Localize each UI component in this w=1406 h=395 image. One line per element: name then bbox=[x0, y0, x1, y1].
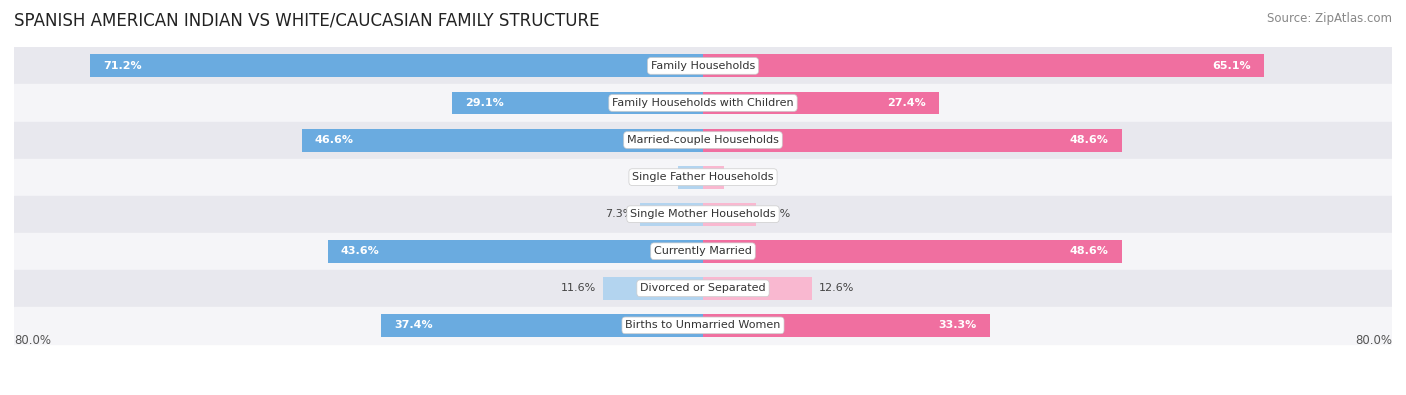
Text: Births to Unmarried Women: Births to Unmarried Women bbox=[626, 320, 780, 330]
Text: 71.2%: 71.2% bbox=[103, 61, 142, 71]
Text: 48.6%: 48.6% bbox=[1070, 246, 1108, 256]
Text: Divorced or Separated: Divorced or Separated bbox=[640, 283, 766, 293]
Bar bbox=[703, 314, 990, 337]
Text: Source: ZipAtlas.com: Source: ZipAtlas.com bbox=[1267, 12, 1392, 25]
Bar bbox=[14, 196, 1392, 233]
Bar bbox=[14, 47, 1392, 85]
Bar bbox=[603, 277, 703, 300]
Bar bbox=[703, 92, 939, 115]
Text: 11.6%: 11.6% bbox=[561, 283, 596, 293]
Bar bbox=[14, 270, 1392, 307]
Text: 80.0%: 80.0% bbox=[1355, 334, 1392, 347]
Text: 48.6%: 48.6% bbox=[1070, 135, 1108, 145]
Text: Married-couple Households: Married-couple Households bbox=[627, 135, 779, 145]
Bar bbox=[14, 122, 1392, 158]
Text: 6.1%: 6.1% bbox=[762, 209, 790, 219]
Text: 80.0%: 80.0% bbox=[14, 334, 51, 347]
Text: 27.4%: 27.4% bbox=[887, 98, 927, 108]
Text: Family Households with Children: Family Households with Children bbox=[612, 98, 794, 108]
Text: 2.9%: 2.9% bbox=[643, 172, 671, 182]
Text: 12.6%: 12.6% bbox=[818, 283, 853, 293]
Bar bbox=[14, 158, 1392, 196]
Bar bbox=[703, 240, 1122, 263]
Bar bbox=[703, 277, 811, 300]
Bar bbox=[14, 307, 1392, 344]
Text: 37.4%: 37.4% bbox=[394, 320, 433, 330]
Text: 65.1%: 65.1% bbox=[1212, 61, 1251, 71]
Text: 29.1%: 29.1% bbox=[465, 98, 505, 108]
Text: 46.6%: 46.6% bbox=[315, 135, 354, 145]
Text: 33.3%: 33.3% bbox=[939, 320, 977, 330]
Text: 43.6%: 43.6% bbox=[340, 246, 380, 256]
Text: 2.4%: 2.4% bbox=[731, 172, 759, 182]
Bar bbox=[640, 203, 703, 226]
Bar bbox=[703, 203, 755, 226]
Bar bbox=[381, 314, 703, 337]
Bar bbox=[453, 92, 703, 115]
Bar bbox=[703, 128, 1122, 152]
Text: Single Father Households: Single Father Households bbox=[633, 172, 773, 182]
Text: Single Mother Households: Single Mother Households bbox=[630, 209, 776, 219]
Bar bbox=[703, 55, 1264, 77]
Text: Family Households: Family Households bbox=[651, 61, 755, 71]
Bar bbox=[703, 166, 724, 188]
Text: SPANISH AMERICAN INDIAN VS WHITE/CAUCASIAN FAMILY STRUCTURE: SPANISH AMERICAN INDIAN VS WHITE/CAUCASI… bbox=[14, 12, 599, 30]
Bar bbox=[14, 233, 1392, 270]
Bar bbox=[678, 166, 703, 188]
Bar bbox=[302, 128, 703, 152]
Bar bbox=[90, 55, 703, 77]
Bar bbox=[328, 240, 703, 263]
Text: 7.3%: 7.3% bbox=[605, 209, 633, 219]
Text: Currently Married: Currently Married bbox=[654, 246, 752, 256]
Bar bbox=[14, 85, 1392, 122]
